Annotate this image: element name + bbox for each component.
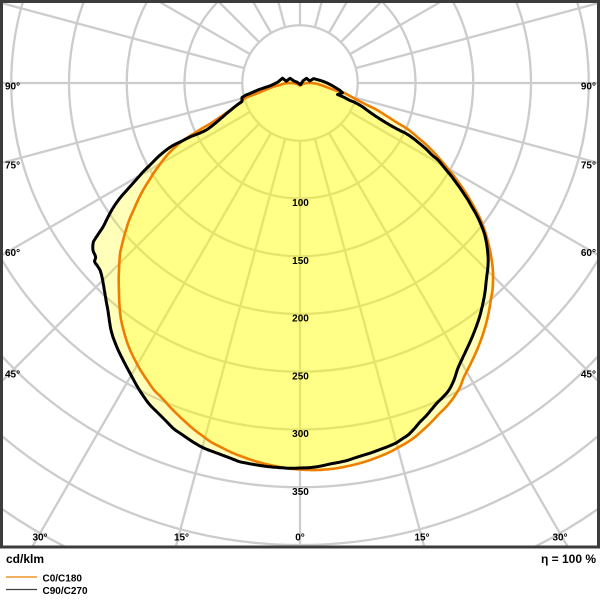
svg-text:30°: 30°: [552, 532, 567, 543]
svg-text:0°: 0°: [295, 532, 305, 543]
svg-text:C90/C270: C90/C270: [43, 586, 88, 597]
svg-text:15°: 15°: [174, 532, 189, 543]
svg-text:350: 350: [292, 487, 309, 498]
svg-text:250: 250: [292, 371, 309, 382]
svg-text:90°: 90°: [581, 82, 596, 93]
svg-text:300: 300: [292, 429, 309, 440]
svg-text:cd/klm: cd/klm: [6, 552, 44, 566]
svg-text:75°: 75°: [5, 161, 20, 172]
svg-text:60°: 60°: [5, 248, 20, 259]
svg-text:45°: 45°: [5, 370, 20, 381]
svg-text:90°: 90°: [5, 82, 20, 93]
svg-text:30°: 30°: [32, 532, 47, 543]
svg-text:75°: 75°: [581, 161, 596, 172]
svg-text:100: 100: [292, 198, 309, 209]
svg-text:η = 100 %: η = 100 %: [541, 552, 596, 566]
svg-text:15°: 15°: [414, 532, 429, 543]
svg-text:45°: 45°: [581, 370, 596, 381]
svg-text:60°: 60°: [581, 248, 596, 259]
svg-text:200: 200: [292, 314, 309, 325]
svg-text:150: 150: [292, 256, 309, 267]
svg-text:C0/C180: C0/C180: [43, 574, 83, 585]
